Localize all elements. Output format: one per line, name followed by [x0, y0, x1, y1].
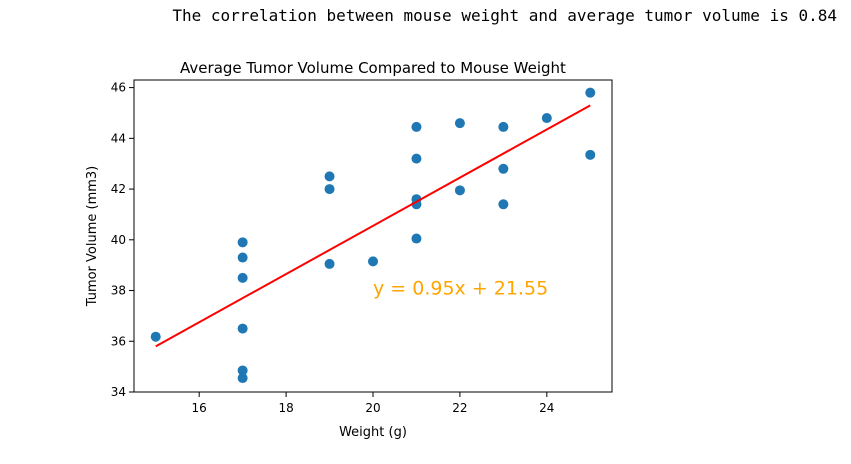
data-point	[585, 87, 596, 98]
y-axis-label: Tumor Volume (mm3)	[85, 166, 100, 308]
data-point	[454, 185, 465, 196]
data-point	[411, 233, 422, 244]
data-point	[237, 272, 248, 283]
x-tick-label: 22	[452, 401, 467, 415]
x-axis-label: Weight (g)	[339, 425, 407, 440]
data-point	[368, 256, 378, 267]
data-point	[237, 373, 248, 384]
plot-frame	[133, 79, 613, 393]
y-tick-label: 46	[111, 81, 126, 95]
data-point	[324, 184, 335, 195]
axes: 16 18 20 22 24 34 36 38 40 42 44 46	[111, 81, 555, 415]
data-point	[498, 199, 509, 210]
y-tick-label: 42	[111, 182, 126, 196]
plot-area: y = 0.95x + 21.55	[150, 87, 596, 384]
chart-title: Average Tumor Volume Compared to Mouse W…	[180, 59, 566, 77]
y-tick-label: 36	[111, 334, 126, 348]
data-point	[150, 331, 161, 342]
regression-line	[155, 104, 591, 348]
data-point	[498, 121, 509, 132]
data-point	[237, 365, 248, 376]
correlation-output-text: The correlation between mouse weight and…	[172, 6, 837, 25]
x-tick-label: 18	[278, 401, 293, 415]
x-tick-label: 16	[192, 401, 207, 415]
x-tick-label: 24	[539, 401, 554, 415]
data-point	[411, 121, 422, 132]
data-point	[541, 113, 552, 124]
data-point	[324, 258, 335, 269]
x-tick-label: 20	[365, 401, 380, 415]
y-tick-label: 44	[111, 131, 126, 145]
regression-equation-label: y = 0.95x + 21.55	[373, 278, 548, 300]
data-point	[237, 237, 248, 248]
data-point	[454, 118, 465, 129]
data-point	[411, 153, 422, 164]
data-point	[498, 163, 509, 174]
data-point	[324, 171, 335, 182]
data-point	[237, 252, 248, 263]
y-tick-label: 38	[111, 284, 126, 298]
data-point	[411, 199, 422, 210]
y-tick-label: 40	[111, 233, 126, 247]
y-tick-label: 34	[111, 385, 126, 399]
data-point	[585, 149, 596, 160]
data-point	[237, 323, 248, 334]
